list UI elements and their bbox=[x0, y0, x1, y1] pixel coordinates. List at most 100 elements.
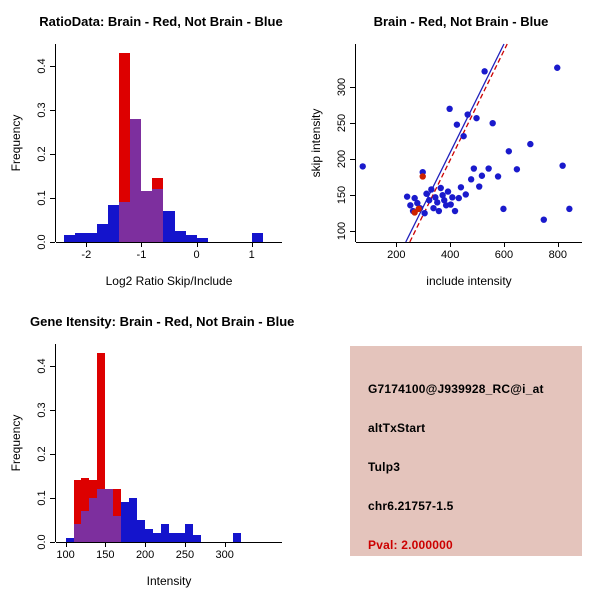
x-tick-mark bbox=[557, 242, 559, 247]
x-tick-label: 600 bbox=[494, 249, 514, 261]
ratio-histogram-y-axis-label: Frequency bbox=[9, 114, 23, 172]
not-brain-point bbox=[435, 207, 443, 215]
overlap-hist-bar bbox=[81, 511, 90, 542]
y-tick-label: 0.1 bbox=[36, 190, 48, 206]
x-tick-label: 150 bbox=[96, 549, 115, 561]
y-tick-mark bbox=[50, 410, 55, 411]
not-brain-point bbox=[444, 188, 452, 195]
y-tick-label: 0.2 bbox=[36, 146, 48, 162]
gene-info-box: G7174100@J939928_RC@i_at altTxStart Tulp… bbox=[350, 346, 582, 556]
not-brain-point bbox=[476, 183, 483, 190]
not-brain-hist-bar bbox=[97, 224, 109, 242]
x-tick-label: 200 bbox=[135, 549, 155, 561]
x-tick-mark bbox=[251, 242, 253, 247]
x-tick-mark bbox=[86, 242, 88, 247]
not-brain-point bbox=[449, 194, 456, 201]
x-tick-mark bbox=[196, 242, 198, 247]
y-tick-mark bbox=[50, 542, 55, 543]
gene-intensity-histogram-x-axis-label: Intensity bbox=[146, 574, 192, 588]
not-brain-point bbox=[451, 207, 459, 215]
x-tick-mark bbox=[396, 242, 398, 247]
not-brain-hist-bar bbox=[184, 524, 193, 542]
not-brain-hist-bar bbox=[108, 204, 120, 242]
not-brain-point bbox=[407, 202, 414, 209]
not-brain-hist-bar bbox=[174, 231, 186, 242]
gene-info-panel: G7174100@J939928_RC@i_at altTxStart Tulp… bbox=[300, 300, 600, 600]
overlap-hist-bar bbox=[141, 191, 153, 242]
not-brain-point bbox=[460, 132, 467, 140]
gene-intensity-histogram-panel: Gene Itensity: Brain - Red, Not Brain - … bbox=[0, 300, 300, 600]
not-brain-point bbox=[473, 114, 480, 122]
gene-name-text: Tulp3 bbox=[368, 460, 401, 474]
intensity-scatter-panel: Brain - Red, Not Brain - Blue skip inten… bbox=[300, 0, 600, 300]
scatter-canvas bbox=[359, 43, 573, 243]
gene-intensity-histogram-title: Gene Itensity: Brain - Red, Not Brain - … bbox=[30, 314, 295, 329]
x-tick-mark bbox=[224, 542, 226, 547]
not-brain-hist-bar bbox=[75, 233, 87, 242]
y-tick-label: 0.4 bbox=[36, 358, 48, 374]
intensity-scatter-y-axis-label: skip intensity bbox=[309, 108, 323, 178]
not-brain-point bbox=[505, 148, 513, 155]
x-tick-label: 300 bbox=[215, 549, 234, 561]
x-tick-label: 400 bbox=[440, 249, 460, 261]
overlap-hist-bar bbox=[130, 118, 142, 242]
y-tick-label: 150 bbox=[336, 186, 348, 205]
brain-hist-bar bbox=[119, 52, 131, 242]
event-type-text: altTxStart bbox=[368, 421, 426, 435]
x-tick-label: 250 bbox=[175, 549, 195, 561]
locus-text: chr6.21757-1.5 bbox=[368, 499, 454, 513]
not-brain-point bbox=[421, 210, 428, 217]
y-tick-label: 250 bbox=[336, 114, 348, 133]
not-brain-point bbox=[403, 193, 411, 200]
gene-intensity-histogram-y-axis-label: Frequency bbox=[9, 414, 23, 472]
intensity-scatter-x-axis-label: include intensity bbox=[426, 274, 512, 288]
overlap-hist-bar bbox=[152, 189, 164, 242]
not-brain-hist-bar bbox=[232, 533, 241, 542]
not-brain-hist-bar bbox=[185, 235, 197, 242]
y-tick-label: 0.2 bbox=[36, 446, 48, 462]
x-axis-line bbox=[56, 542, 282, 543]
y-tick-label: 0.0 bbox=[36, 234, 48, 250]
not-brain-point bbox=[414, 199, 421, 207]
not-brain-point bbox=[489, 120, 496, 127]
not-brain-hist-bar bbox=[176, 533, 185, 542]
y-tick-mark bbox=[50, 110, 55, 111]
y-tick-label: 0.1 bbox=[36, 490, 48, 506]
y-tick-label: 0.4 bbox=[36, 58, 48, 74]
x-tick-mark bbox=[184, 542, 186, 547]
not-brain-hist-bar bbox=[192, 535, 201, 542]
not-brain-point bbox=[457, 184, 465, 191]
overlap-hist-bar bbox=[119, 202, 131, 242]
not-brain-point bbox=[359, 163, 366, 170]
not-brain-point bbox=[566, 205, 573, 213]
ratio-histogram-x-axis-label: Log2 Ratio Skip/Include bbox=[105, 274, 233, 288]
not-brain-point bbox=[441, 197, 448, 204]
not-brain-point bbox=[453, 121, 461, 128]
not-brain-point bbox=[428, 186, 435, 193]
not-brain-point bbox=[411, 194, 418, 202]
y-tick-mark bbox=[350, 195, 355, 197]
x-tick-label: 200 bbox=[387, 249, 406, 261]
brain-hist-bar bbox=[113, 489, 122, 542]
not-brain-point bbox=[540, 216, 547, 223]
overlap-hist-bar bbox=[105, 489, 114, 542]
not-brain-point bbox=[437, 184, 444, 192]
x-tick-label: 0 bbox=[193, 249, 200, 261]
brain-hist-bar bbox=[73, 480, 82, 542]
y-tick-mark bbox=[50, 366, 55, 367]
x-tick-mark bbox=[503, 242, 505, 247]
not-brain-point bbox=[432, 194, 439, 201]
not-brain-point bbox=[467, 176, 475, 183]
ratio-histogram-panel: RatioData: Brain - Red, Not Brain - Blue… bbox=[0, 0, 300, 300]
pval-text: Pval: 2.000000 bbox=[368, 538, 453, 552]
not-brain-hist-bar bbox=[86, 233, 98, 242]
ratio-histogram-plot-area bbox=[56, 44, 282, 242]
not-brain-point bbox=[462, 191, 469, 198]
overlap-hist-bar bbox=[113, 515, 122, 542]
x-tick-mark bbox=[105, 542, 107, 547]
y-tick-label: 300 bbox=[336, 78, 348, 97]
x-tick-mark bbox=[450, 242, 452, 247]
not-brain-point bbox=[434, 199, 441, 206]
y-tick-mark bbox=[350, 123, 355, 125]
not-brain-point bbox=[470, 165, 478, 172]
